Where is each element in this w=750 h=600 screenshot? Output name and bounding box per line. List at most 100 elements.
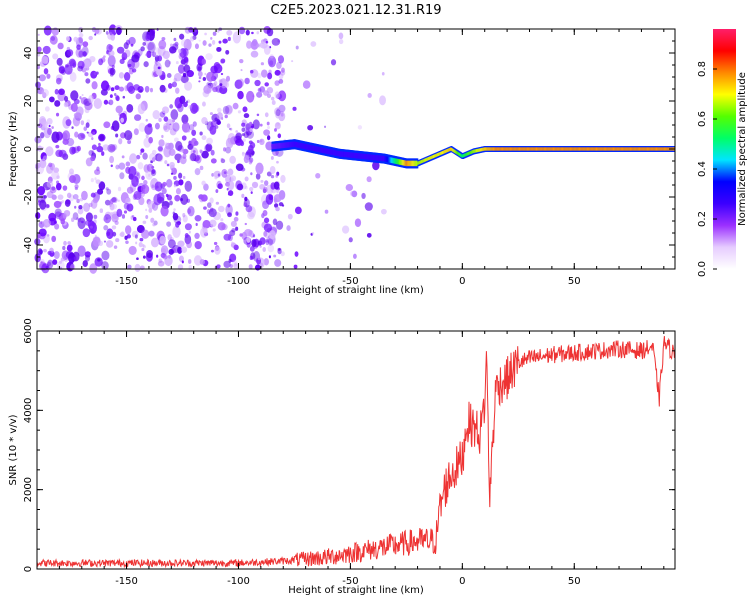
noise-blob [62,130,71,142]
snr-x-tick-label: -50 [342,576,358,587]
noise-blob [91,137,94,141]
noise-blob [216,264,221,269]
noise-blob [77,245,86,257]
noise-blob [280,174,286,183]
noise-blob [192,150,196,154]
noise-blob [119,172,125,180]
noise-blob [42,218,51,228]
noise-blob [188,230,192,234]
noise-blob [152,109,160,120]
noise-blob [361,192,366,199]
noise-blob [141,229,150,239]
noise-blob [146,50,152,59]
noise-blob [233,244,239,251]
noise-blob [161,37,166,41]
noise-blob [216,119,221,126]
noise-blob [82,41,89,48]
colorbar-tick-label: 0.8 [697,61,708,77]
noise-blob [164,142,168,147]
noise-blob [108,99,114,106]
noise-blob [129,153,138,164]
noise-blob [248,158,253,165]
noise-blob [217,205,225,213]
noise-blob [147,200,156,210]
noise-blob [286,225,291,232]
noise-blob [78,205,83,210]
noise-blob [212,31,217,36]
noise-blob [277,55,285,64]
noise-blob [126,186,134,194]
noise-blob [227,168,234,176]
noise-blob [235,132,242,140]
noise-blob [261,69,268,78]
noise-blob [250,125,254,129]
noise-blob [60,218,66,225]
noise-blob [175,141,183,151]
noise-blob [338,32,344,40]
noise-blob [274,122,281,130]
noise-blob [109,155,115,164]
noise-blob [140,148,145,153]
snr-x-label: Height of straight line (km) [288,585,424,596]
noise-blob [78,50,84,58]
noise-blob [111,213,119,223]
noise-blob [39,199,47,210]
noise-blob [166,72,172,79]
noise-blob [230,220,237,227]
noise-blob [211,173,215,177]
noise-blob [38,74,47,82]
noise-blob [274,259,282,267]
noise-blob [181,260,184,264]
noise-blob [94,169,101,175]
noise-blob [105,31,109,35]
noise-blob [220,218,224,222]
noise-blob [78,26,84,33]
noise-blob [154,181,163,192]
noise-blob [249,121,253,126]
noise-blob [239,59,244,64]
noise-blob [205,53,213,60]
noise-blob [216,46,222,52]
noise-blob [46,204,50,208]
noise-blob [243,198,250,208]
noise-blob [269,54,274,59]
noise-blob [233,263,239,269]
noise-blob [163,146,172,158]
noise-blob [44,106,50,112]
noise-blob [161,134,164,139]
spectrogram-x-tick-label: -50 [342,276,358,287]
noise-blob [177,48,182,54]
noise-blob [53,167,60,173]
noise-blob [114,220,119,225]
noise-blob [94,33,97,36]
noise-blob [124,130,133,141]
noise-blob [163,116,169,122]
noise-blob [94,257,103,267]
noise-blob [265,240,269,246]
noise-blob [73,146,80,154]
noise-blob [338,39,344,45]
noise-blob [199,131,203,136]
noise-blob [348,237,353,243]
noise-blob [92,197,99,204]
noise-blob [215,189,219,194]
noise-blob [259,237,266,245]
noise-blob [105,187,109,191]
noise-blob [212,228,216,232]
noise-blob [199,165,204,171]
noise-blob [210,158,217,164]
noise-blob [147,41,156,54]
noise-blob [217,29,220,33]
noise-blob [141,175,145,181]
noise-blob [302,80,311,89]
noise-blob [216,112,223,120]
noise-blob [77,65,84,72]
noise-blob [74,187,78,191]
noise-blob [153,193,162,206]
colorbar-gradient [713,29,736,269]
noise-blob [262,186,268,193]
noise-blob [111,225,117,230]
noise-blob [148,136,153,144]
noise-blob [267,55,277,68]
noise-blob [69,72,77,82]
